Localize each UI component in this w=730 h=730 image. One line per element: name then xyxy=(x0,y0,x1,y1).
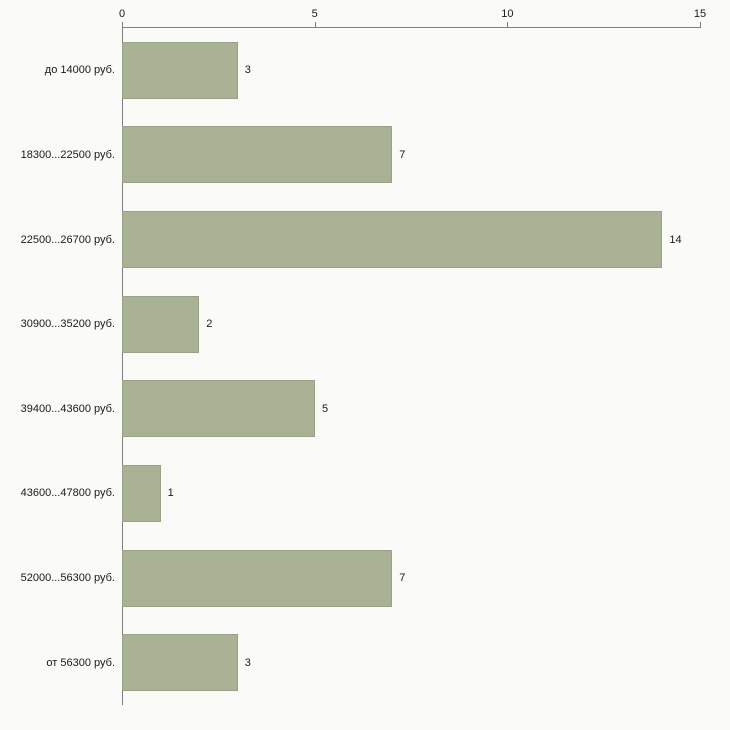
category-label: 18300...22500 руб. xyxy=(20,148,115,161)
bar-area: 7 xyxy=(122,536,701,621)
category-label: до 14000 руб. xyxy=(44,64,115,77)
bar-row: 52000...56300 руб. 7 xyxy=(0,536,730,621)
bar-row: до 14000 руб. 3 xyxy=(0,28,730,113)
bar-value-label: 2 xyxy=(206,318,213,331)
bar-row: 18300...22500 руб. 7 xyxy=(0,113,730,198)
bar-area: 1 xyxy=(122,451,701,536)
bar-value-label: 14 xyxy=(669,233,682,246)
bar-row: 43600...47800 руб. 1 xyxy=(0,451,730,536)
category-label: 43600...47800 руб. xyxy=(20,487,115,500)
bar-area: 14 xyxy=(122,197,701,282)
bar-value-label: 3 xyxy=(244,64,251,77)
bar-area: 7 xyxy=(122,113,701,198)
x-tick-mark xyxy=(122,22,123,27)
bar-value-label: 5 xyxy=(322,402,329,415)
bar xyxy=(122,41,238,99)
bar-value-label: 7 xyxy=(399,572,406,585)
bar-area: 3 xyxy=(122,28,701,113)
x-tick-mark xyxy=(700,22,701,27)
bar xyxy=(122,464,161,522)
x-tick-label: 0 xyxy=(118,8,126,20)
bar xyxy=(122,380,315,438)
x-tick-label: 15 xyxy=(693,8,707,20)
bar-row: 39400...43600 руб. 5 xyxy=(0,367,730,452)
bar-area: 3 xyxy=(122,620,701,705)
bar-row: от 56300 руб. 3 xyxy=(0,620,730,705)
bar-row: 22500...26700 руб. 14 xyxy=(0,197,730,282)
category-label: от 56300 руб. xyxy=(46,656,115,669)
category-label: 30900...35200 руб. xyxy=(20,318,115,331)
bar-rows: до 14000 руб. 3 18300...22500 руб. 7 22500..… xyxy=(0,28,730,705)
bar-value-label: 1 xyxy=(167,487,174,500)
x-tick-label: 5 xyxy=(311,8,318,20)
bar xyxy=(122,634,238,692)
bar-row: 30900...35200 руб. 2 xyxy=(0,282,730,367)
bar xyxy=(122,211,663,269)
bar xyxy=(122,549,393,607)
x-axis-line xyxy=(122,27,701,28)
bar-value-label: 7 xyxy=(399,148,406,161)
bar xyxy=(122,126,393,184)
x-tick-mark xyxy=(314,22,316,27)
category-label: 39400...43600 руб. xyxy=(20,402,115,415)
category-label: 52000...56300 руб. xyxy=(20,572,115,585)
category-label: 22500...26700 руб. xyxy=(20,233,115,246)
x-tick-label: 10 xyxy=(501,8,514,20)
bar xyxy=(122,295,200,353)
x-tick-mark xyxy=(507,22,509,27)
bar-value-label: 3 xyxy=(244,656,251,669)
y-axis-line xyxy=(122,27,123,705)
bar-area: 2 xyxy=(122,282,701,367)
bar-area: 5 xyxy=(122,367,701,452)
